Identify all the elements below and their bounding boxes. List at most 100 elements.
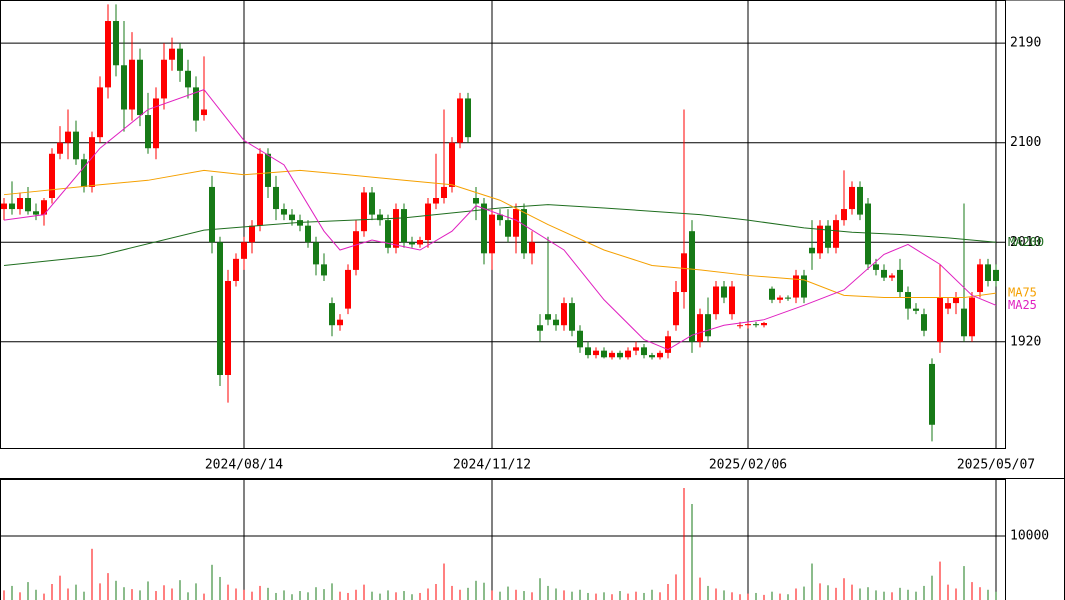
volume-bar	[27, 582, 29, 600]
candle-body	[305, 225, 311, 243]
volume-bar	[811, 563, 813, 600]
volume-bar	[515, 589, 517, 600]
candle-body	[649, 355, 655, 358]
candle-body	[297, 220, 303, 226]
candle-body	[185, 70, 191, 88]
volume-bar	[259, 585, 261, 600]
candle-body	[1, 203, 7, 210]
volume-bar	[67, 588, 69, 600]
candle-body	[145, 115, 151, 149]
candle-body	[377, 214, 383, 221]
volume-bar	[43, 593, 45, 600]
candle-body	[209, 186, 215, 243]
volume-bar	[835, 587, 837, 600]
candle-body	[73, 131, 79, 160]
volume-bar	[763, 594, 765, 600]
volume-bar	[51, 584, 53, 600]
candle-body	[577, 330, 583, 348]
candle-body	[793, 275, 799, 298]
volume-bar	[659, 592, 661, 600]
candle-body	[169, 48, 175, 60]
candle-body	[33, 211, 39, 215]
volume-bar	[107, 573, 109, 600]
volume-bar	[251, 591, 253, 600]
volume-panel	[0, 479, 1006, 600]
candle-body	[529, 242, 535, 254]
volume-bar	[403, 591, 405, 600]
candle-body	[849, 186, 855, 210]
candle-body	[265, 153, 271, 187]
volume-bar	[171, 588, 173, 600]
volume-bar	[19, 592, 21, 600]
x-tick-label: 2024/08/14	[205, 458, 283, 473]
volume-bar	[843, 578, 845, 600]
volume-bar	[715, 588, 717, 600]
volume-bar	[971, 582, 973, 600]
volume-bar	[963, 566, 965, 600]
volume-bar	[611, 594, 613, 600]
volume-bar	[443, 563, 445, 600]
candle-body	[801, 275, 807, 298]
volume-bar	[819, 583, 821, 600]
volume-bar	[883, 591, 885, 600]
candle-body	[201, 109, 207, 116]
candle-body	[57, 142, 63, 154]
volume-bar	[387, 590, 389, 600]
candle-body	[929, 363, 935, 425]
candle-body	[329, 303, 335, 326]
candle-body	[833, 220, 839, 248]
volume-bar	[275, 592, 277, 600]
candle-body	[345, 269, 351, 309]
candle-body	[633, 347, 639, 351]
candle-body	[233, 258, 239, 281]
price-panel	[0, 0, 1006, 449]
volume-bar	[779, 593, 781, 600]
candle-body	[473, 198, 479, 204]
volume-bar	[627, 593, 629, 600]
volume-bar	[987, 589, 989, 600]
candle-body	[889, 275, 895, 278]
candle-body	[137, 59, 143, 116]
volume-bar	[619, 591, 621, 600]
volume-bar	[307, 592, 309, 600]
volume-bar	[603, 592, 605, 600]
candle-body	[881, 269, 887, 278]
volume-bar	[579, 589, 581, 600]
volume-bar	[859, 588, 861, 600]
volume-bar	[747, 593, 749, 600]
volume-bar	[867, 587, 869, 600]
candle-body	[585, 347, 591, 356]
volume-bar	[683, 488, 685, 600]
candle-body	[129, 59, 135, 110]
volume-bar	[355, 589, 357, 600]
candle-body	[361, 192, 367, 232]
volume-bar	[675, 574, 677, 600]
volume-bar	[499, 591, 501, 600]
candle-body	[417, 240, 423, 245]
candle-body	[969, 297, 975, 337]
volume-bar	[411, 594, 413, 600]
candle-body	[449, 142, 455, 187]
volume-bar	[771, 591, 773, 600]
volume-bar	[739, 594, 741, 600]
candle-body	[673, 292, 679, 326]
volume-bar	[875, 590, 877, 600]
candle-body	[369, 192, 375, 215]
volume-bar	[211, 564, 213, 600]
volume-bar	[91, 548, 93, 600]
volume-bar	[219, 576, 221, 600]
candle-body	[41, 200, 47, 215]
candle-body	[865, 203, 871, 265]
x-tick-label: 2024/11/12	[453, 458, 531, 473]
candle-body	[401, 209, 407, 243]
volume-bar	[467, 587, 469, 600]
candle-body	[409, 242, 415, 245]
candle-body	[433, 198, 439, 204]
volume-bar	[483, 582, 485, 600]
volume-bar	[539, 578, 541, 600]
legend-label: MA25	[1008, 298, 1037, 312]
y-tick-label: 2010	[1010, 235, 1041, 250]
candle-body	[17, 198, 23, 210]
candle-body	[225, 280, 231, 375]
candle-body	[353, 231, 359, 270]
